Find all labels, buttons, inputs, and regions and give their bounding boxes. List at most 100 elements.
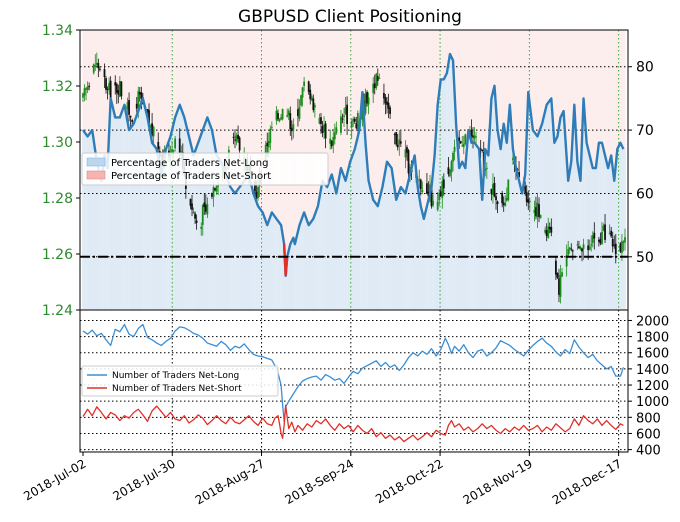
net-long-fill-bar [283,244,285,310]
candle-body [611,239,614,247]
net-long-fill-bar [135,115,138,310]
net-short-fill-bar [321,30,324,181]
candle-body [610,230,613,237]
net-short-fill-bar [158,30,161,166]
top-legend: Percentage of Traders Net-Long Percentag… [81,152,329,186]
net-short-fill-bar [486,30,488,153]
candle-body [621,240,623,253]
net-long-fill-bar [269,216,272,310]
candle-body [501,193,504,204]
candle-body [286,115,289,117]
net-short-fill-bar [82,30,84,131]
net-long-fill-bar [317,206,319,310]
candle-body [352,118,355,122]
net-long-fill-bar [596,155,599,310]
candle-body [539,214,542,219]
candle-body [297,109,299,117]
net-long-fill-bar [103,155,106,310]
net-short-fill-bar [212,30,215,139]
candle-body [206,203,209,215]
net-long-fill-bar [125,113,127,310]
net-short-fill-bar [481,30,484,200]
net-long-fill-bar [518,180,520,310]
candle-body [601,231,603,245]
net-short-fill-bar [122,30,124,109]
candle-body [590,244,593,246]
candle-body [496,201,499,204]
candle-body [340,116,342,133]
candle-body [558,278,560,295]
net-short-fill-bar [535,30,537,135]
net-short-fill-bar [421,30,424,213]
net-long-fill-bar [340,168,342,310]
net-short-fill-bar [131,30,133,126]
net-long-fill-bar [512,149,514,310]
net-long-fill-bar [579,180,582,310]
net-short-fill-bar [582,30,585,99]
candle-body [389,107,391,114]
candle-body [418,179,421,181]
net-short-fill-bar [618,30,620,146]
candle-body [576,244,579,246]
candle-body [200,226,203,229]
candle-body [324,123,327,139]
candle-body [527,199,530,203]
net-long-fill-bar [221,165,224,310]
net-short-fill-bar [604,30,606,156]
net-long-fill-bar [295,237,298,310]
net-short-fill-bar [375,30,378,204]
net-long-fill-bar [182,113,184,310]
net-long-fill-bar [564,134,566,310]
net-short-fill-bar [195,30,198,147]
net-short-fill-bar [126,30,129,122]
pct-net-short-segment [282,244,289,276]
net-long-fill-bar [320,189,322,310]
net-long-fill-bar [522,183,525,310]
net-long-fill-bar [432,171,434,310]
net-long-fill-bar [505,142,508,310]
net-long-fill-bar [241,182,244,310]
net-long-fill-bar [490,98,493,310]
net-short-fill-bar [487,30,490,156]
net-short-fill-bar [307,30,310,226]
net-long-fill-bar [100,180,103,310]
net-long-fill-bar [552,120,554,310]
net-short-fill-bar [152,30,155,145]
net-short-fill-bar [287,30,290,251]
net-short-fill-bar [128,30,130,131]
net-long-fill-bar [211,130,213,310]
candle-body [312,98,315,111]
number-of-traders-net-long-line [82,323,625,423]
candle-body [525,192,528,202]
net-short-fill-bar [329,30,331,179]
net-short-fill-bar [498,30,500,140]
candle-body [120,81,123,97]
net-short-fill-bar [332,30,335,181]
net-long-fill-bar [418,196,421,310]
right-tick-label: 80 [636,60,654,76]
net-long-fill-bar [232,191,235,310]
net-short-fill-bar [111,30,113,105]
net-short-fill-bar [412,30,414,162]
net-short-fill-bar [132,30,135,124]
net-short-fill-bar [470,30,473,143]
candle-body [492,184,494,195]
net-long-fill-bar [178,104,181,310]
candle-body [135,103,138,109]
net-short-fill-bar [438,30,441,93]
net-long-fill-bar [318,197,321,310]
net-long-fill-bar [203,125,206,311]
net-short-fill-bar [621,30,623,146]
net-long-fill-bar [277,220,279,310]
candle-body [461,145,464,147]
candle-body [118,81,121,97]
net-long-fill-bar [237,189,239,310]
net-long-fill-bar [286,256,289,310]
net-short-fill-bar [263,30,265,217]
candle-body [450,161,453,173]
net-short-fill-bar [390,30,393,169]
candle-body [367,97,370,105]
net-short-fill-bar [100,30,103,181]
candle-body [238,137,241,151]
net-long-fill-bar [576,161,579,310]
